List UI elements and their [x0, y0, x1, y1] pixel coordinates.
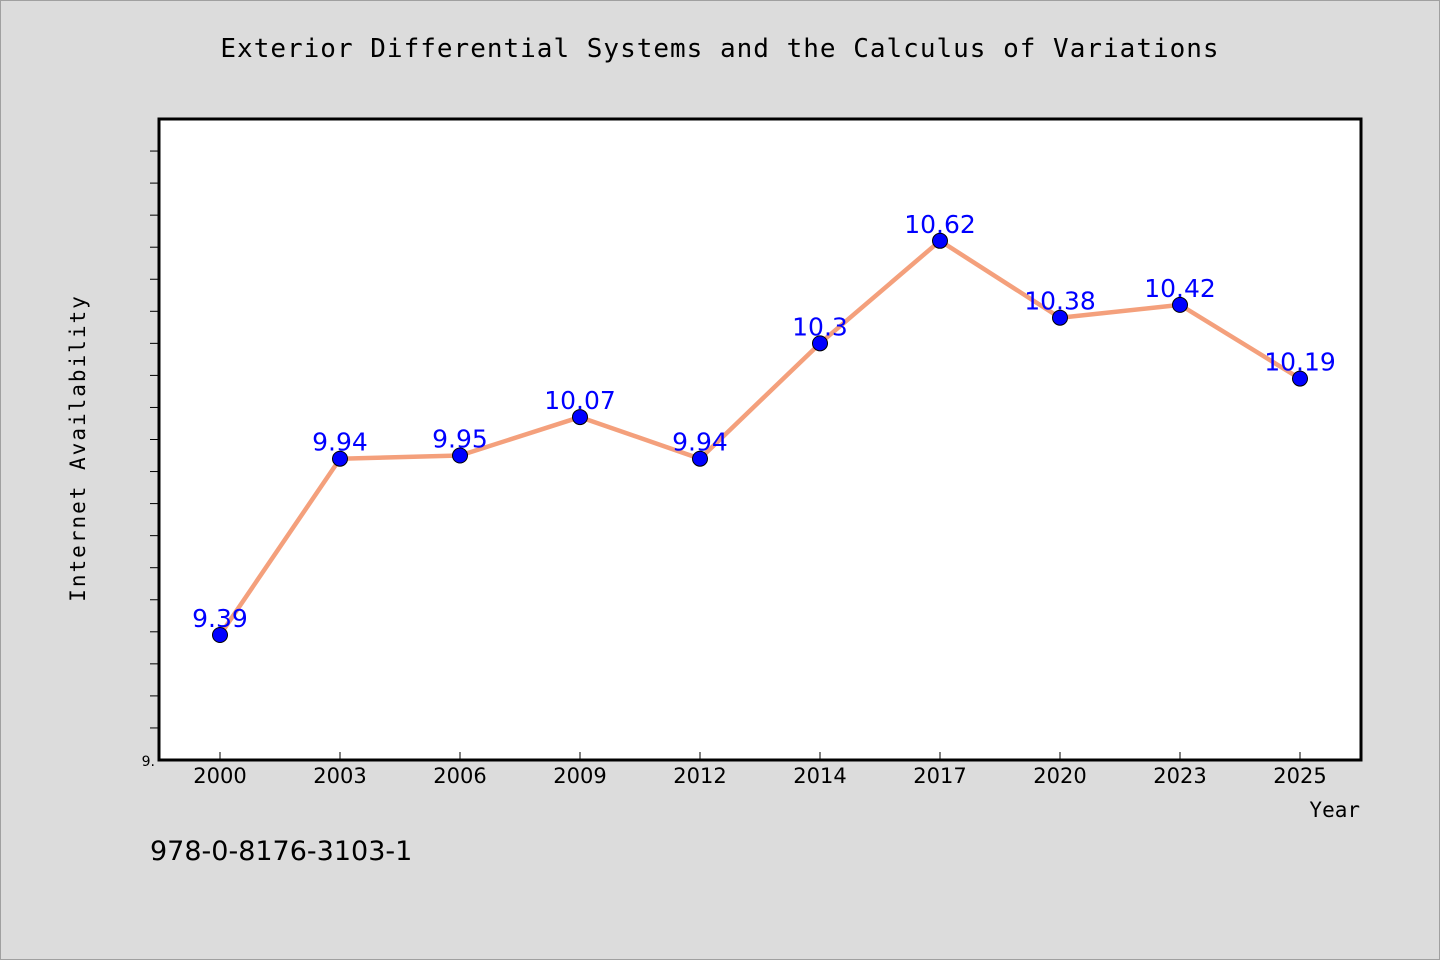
- x-tick-label: 2017: [913, 764, 966, 788]
- x-axis-label: Year: [1309, 798, 1360, 822]
- x-tick-label: 2014: [793, 764, 846, 788]
- data-point: [452, 447, 468, 464]
- x-tick-label: 2012: [673, 764, 726, 788]
- isbn-text: 978-0-8176-3103-1: [150, 836, 413, 867]
- data-point: [332, 450, 348, 467]
- data-label: 9.95: [432, 425, 488, 454]
- y-axis-ticks: [150, 150, 158, 729]
- x-tick-label: 2009: [553, 764, 606, 788]
- data-label: 9.94: [672, 428, 728, 457]
- data-point: [1292, 370, 1308, 387]
- data-point: [812, 335, 828, 352]
- x-axis-ticks: 2000 2003 2006 2009 2012 2014 2017 2020 2023 2025: [193, 752, 1327, 788]
- x-tick-label: 2020: [1033, 764, 1086, 788]
- data-point: [692, 450, 708, 467]
- chart-title: Exterior Differential Systems and the Ca…: [220, 34, 1220, 64]
- data-point: [1172, 296, 1188, 313]
- data-point: [572, 409, 588, 426]
- data-label: 10.3: [792, 312, 848, 341]
- data-label: 9.39: [192, 604, 248, 633]
- data-label: 10.38: [1024, 287, 1096, 316]
- data-point: [212, 627, 228, 644]
- x-tick-label: 2003: [313, 764, 366, 788]
- plot-area: [157, 117, 1363, 762]
- series-line: [217, 238, 1303, 638]
- data-label: 9.94: [312, 428, 368, 457]
- data-point: [1052, 309, 1068, 326]
- data-label: 10.07: [544, 386, 616, 415]
- data-label: 10.42: [1144, 274, 1216, 303]
- x-tick-label: 2006: [433, 764, 486, 788]
- x-tick-label: 2000: [193, 764, 246, 788]
- data-label: 10.19: [1264, 348, 1336, 377]
- x-tick-label: 2025: [1273, 764, 1326, 788]
- data-label: 10.62: [904, 210, 976, 239]
- data-point: [932, 232, 948, 249]
- series-layer: 9.39 9.94 9.95 10.07 9.94 10.3 10.62 10.38 10.42…: [192, 210, 1336, 644]
- y-tick-label: 9.: [142, 754, 155, 770]
- x-tick-label: 2023: [1153, 764, 1206, 788]
